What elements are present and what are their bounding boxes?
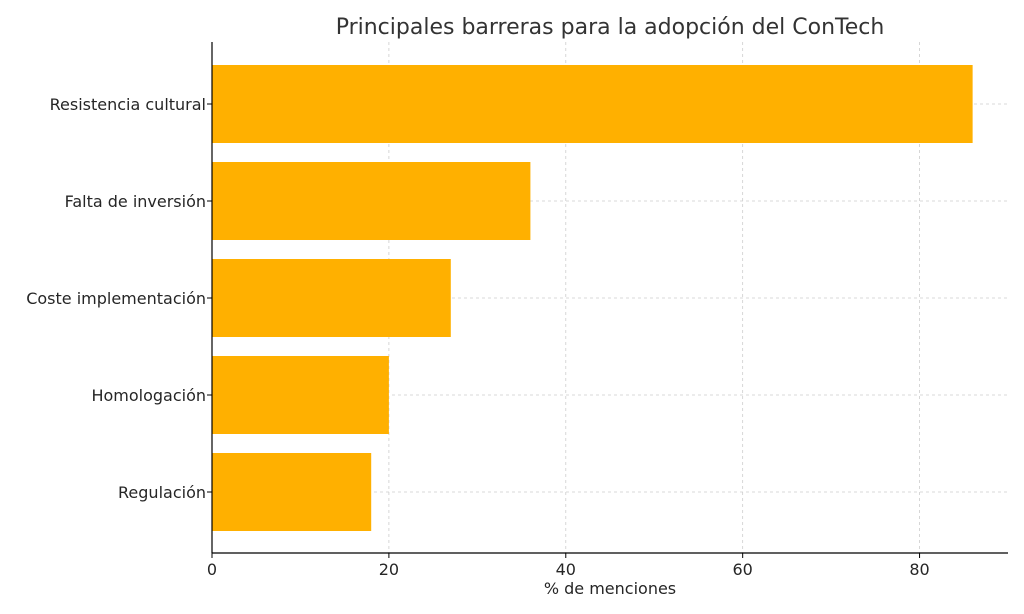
x-tick-label: 20 [379, 560, 399, 579]
x-tick-label: 80 [909, 560, 929, 579]
y-category-label: Resistencia cultural [50, 95, 206, 114]
chart-title: Principales barreras para la adopción de… [336, 15, 885, 40]
bar [212, 356, 389, 434]
bar [212, 162, 531, 240]
bar [212, 65, 973, 143]
bar [212, 453, 372, 531]
y-category-label: Regulación [118, 483, 206, 502]
y-category-label: Coste implementación [26, 289, 206, 308]
x-axis-label: % de menciones [544, 579, 676, 598]
x-axis-ticks: 0 20 40 60 80 [207, 553, 930, 579]
x-tick-label: 40 [556, 560, 576, 579]
y-category-label: Homologación [91, 386, 206, 405]
bars [212, 65, 973, 531]
x-tick-label: 0 [207, 560, 217, 579]
y-category-label: Falta de inversión [65, 192, 206, 211]
y-axis-category-labels: Resistencia cultural Falta de inversión Co… [26, 95, 212, 502]
bar [212, 259, 451, 337]
x-tick-label: 60 [732, 560, 752, 579]
